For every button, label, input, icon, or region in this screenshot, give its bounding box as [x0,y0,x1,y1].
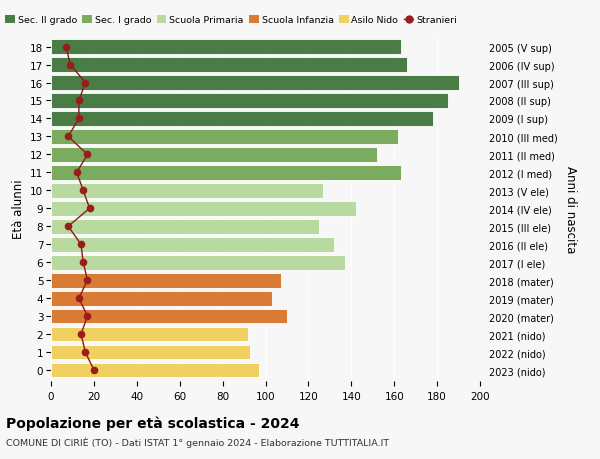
Bar [51,273,281,288]
Bar [51,202,356,216]
Text: COMUNE DI CIRIÈ (TO) - Dati ISTAT 1° gennaio 2024 - Elaborazione TUTTITALIA.IT: COMUNE DI CIRIÈ (TO) - Dati ISTAT 1° gen… [6,437,389,448]
Bar [51,148,377,162]
Bar [51,327,248,341]
Bar [51,184,323,198]
Text: Popolazione per età scolastica - 2024: Popolazione per età scolastica - 2024 [6,415,299,430]
Bar [51,94,448,109]
Bar [51,219,319,234]
Bar [51,237,334,252]
Bar [51,130,398,145]
Bar [51,291,272,306]
Bar [51,255,345,270]
Bar [51,112,433,127]
Bar [51,58,407,73]
Bar [51,40,401,55]
Legend: Sec. II grado, Sec. I grado, Scuola Primaria, Scuola Infanzia, Asilo Nido, Stran: Sec. II grado, Sec. I grado, Scuola Prim… [5,16,457,25]
Y-axis label: Età alunni: Età alunni [11,179,25,239]
Bar [51,309,287,324]
Bar [51,363,259,378]
Bar [51,76,458,91]
Bar [51,166,401,180]
Bar [51,345,250,360]
Y-axis label: Anni di nascita: Anni di nascita [564,165,577,252]
